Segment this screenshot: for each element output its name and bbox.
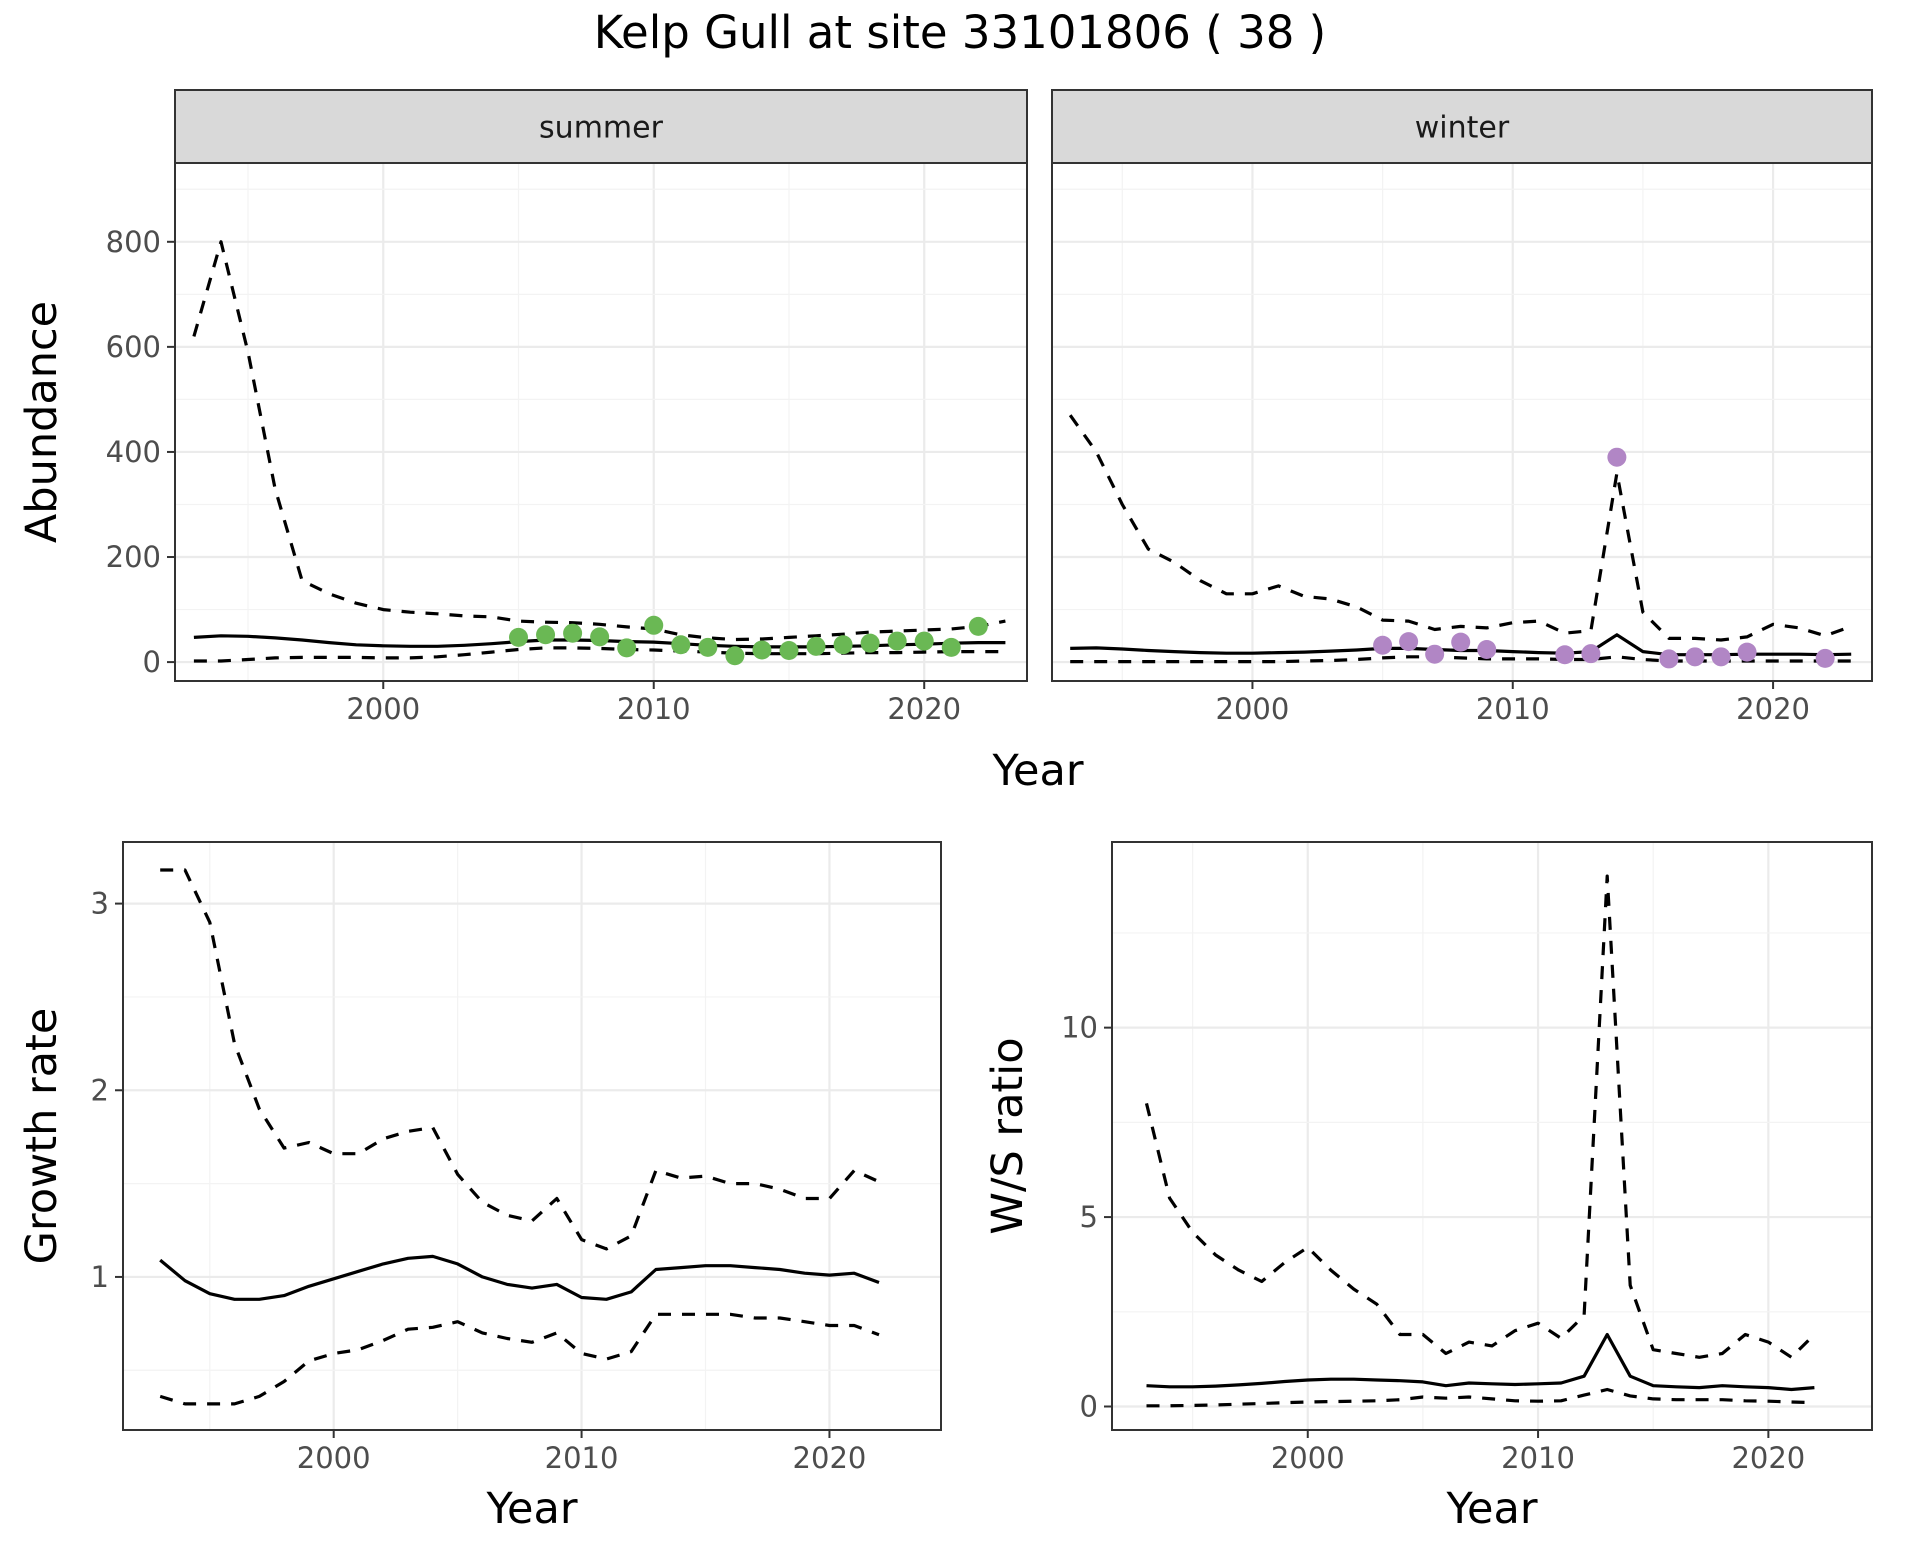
y-tick-label: 400 (106, 435, 161, 469)
growth-estimate-line (159, 1254, 880, 1301)
x-tick-label: 2010 (617, 692, 691, 726)
x-tick-label: 2020 (887, 692, 961, 726)
summer-count-point (536, 625, 556, 645)
ratio-lower-line (1146, 1387, 1815, 1408)
winter-count-point (1425, 644, 1445, 664)
figure-title: Kelp Gull at site 33101806 ( 38 ) (594, 6, 1326, 59)
winter-count-point (1815, 648, 1835, 668)
growth-x-axis-title: Year (485, 1484, 577, 1534)
winter-panel: winter 2000 2010 2020 (1051, 89, 1873, 726)
ratio-panel-border (1111, 841, 1873, 1431)
summer-count-point (752, 640, 772, 660)
summer-count-point (509, 627, 529, 647)
strip-winter (1051, 89, 1873, 164)
summer-count-point (671, 635, 691, 655)
summer-count-point (914, 631, 934, 651)
summer-count-point (968, 616, 988, 636)
winter-count-point (1659, 649, 1679, 669)
winter-upper-line (1068, 414, 1852, 642)
winter-panel-border (1051, 162, 1873, 682)
y-tick-label: 1 (91, 1260, 109, 1294)
summer-y-axis-title: Abundance (17, 301, 67, 543)
x-tick-label: 2020 (1731, 1441, 1805, 1475)
winter-count-point (1399, 632, 1419, 652)
summer-count-point (941, 637, 961, 657)
y-tick-label: 600 (106, 330, 161, 364)
x-tick-label: 2000 (1271, 1441, 1345, 1475)
strip-summer (174, 89, 1028, 164)
summer-count-point (590, 627, 610, 647)
summer-count-point (779, 641, 799, 661)
ratio-estimate-line (1146, 1332, 1815, 1392)
x-tick-label: 2010 (1501, 1441, 1575, 1475)
y-tick-label: 200 (106, 540, 161, 574)
summer-count-point (860, 633, 880, 653)
summer-count-point (644, 615, 664, 635)
strip-label-winter: winter (1415, 111, 1510, 146)
top-row-x-axis-title: Year (991, 746, 1083, 796)
summer-count-point (806, 636, 826, 656)
x-tick-label: 2010 (545, 1441, 619, 1475)
growth-y-axis-title: Growth rate (17, 1008, 67, 1265)
winter-count-point (1373, 635, 1393, 655)
summer-panel: summer 2000 2010 2020 0 200 400 600 800 Abundance (17, 89, 1028, 726)
x-tick-label: 2020 (1736, 692, 1810, 726)
x-tick-label: 2010 (1476, 692, 1550, 726)
summer-count-point (617, 638, 637, 658)
growth-upper-line (160, 868, 880, 1251)
ratio-y-axis-title: W/S ratio (983, 1037, 1033, 1234)
winter-count-point (1711, 647, 1731, 667)
ratio-upper-line (1144, 874, 1816, 1359)
x-tick-label: 2000 (1216, 692, 1290, 726)
x-tick-label: 2020 (793, 1441, 867, 1475)
winter-count-point (1555, 645, 1575, 665)
summer-count-point (833, 635, 853, 655)
summer-panel-border (174, 162, 1028, 682)
summer-count-point (563, 623, 583, 643)
winter-count-point (1737, 642, 1757, 662)
x-tick-label: 2000 (297, 1441, 371, 1475)
winter-count-point (1685, 647, 1705, 667)
winter-count-point (1607, 447, 1627, 467)
growth-lower-line (159, 1312, 880, 1406)
y-tick-label: 2 (91, 1073, 109, 1107)
y-tick-label: 0 (143, 645, 161, 679)
y-tick-label: 800 (106, 225, 161, 259)
summer-upper-line (192, 240, 1006, 642)
y-tick-label: 5 (1080, 1200, 1098, 1234)
winter-count-point (1477, 639, 1497, 659)
y-tick-label: 0 (1080, 1390, 1098, 1424)
winter-count-point (1451, 632, 1471, 652)
summer-count-point (887, 631, 907, 651)
ws-ratio-panel: 2000 2010 2020 0 5 10 W/S ratio Year (983, 841, 1873, 1534)
winter-count-point (1581, 644, 1601, 664)
summer-count-point (725, 646, 745, 666)
ratio-x-axis-title: Year (1445, 1484, 1537, 1534)
x-tick-label: 2000 (346, 692, 420, 726)
growth-rate-panel: 2000 2010 2020 1 2 3 Growth rate Year (17, 841, 942, 1534)
growth-panel-border (122, 841, 942, 1431)
y-tick-label: 10 (1061, 1011, 1098, 1045)
y-tick-label: 3 (91, 887, 109, 921)
strip-label-summer: summer (539, 111, 664, 146)
summer-count-point (698, 637, 718, 657)
